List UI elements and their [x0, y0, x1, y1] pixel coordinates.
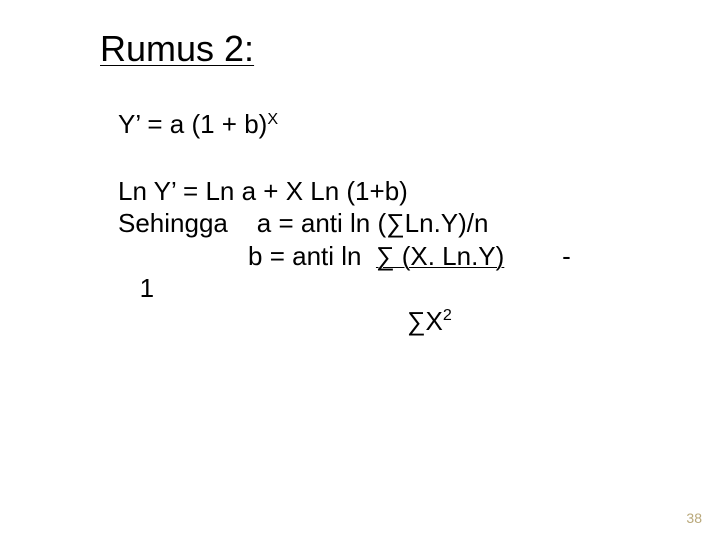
formula-line-4: b = anti ln ∑ (X. Ln.Y) -	[118, 240, 678, 273]
spacer	[118, 141, 678, 175]
formula-line-2: Ln Y’ = Ln a + X Ln (1+b)	[118, 175, 678, 208]
slide-body: Y’ = a (1 + b)X Ln Y’ = Ln a + X Ln (1+b…	[118, 108, 678, 337]
formula-line-1: Y’ = a (1 + b)X	[118, 108, 678, 141]
formula-line-1-superscript: X	[267, 110, 278, 128]
formula-line-4-underlined: ∑ (X. Ln.Y)	[376, 241, 504, 271]
formula-line-5: 1	[118, 272, 678, 305]
formula-line-6-pre: ∑X	[118, 306, 443, 336]
formula-line-3: Sehingga a = anti ln (∑Ln.Y)/n	[118, 207, 678, 240]
slide: Rumus 2: Y’ = a (1 + b)X Ln Y’ = Ln a + …	[0, 0, 720, 540]
formula-line-6: ∑X2	[118, 305, 678, 338]
formula-line-4-pre: b = anti ln	[118, 241, 376, 271]
slide-title: Rumus 2:	[100, 28, 254, 70]
page-number: 38	[686, 510, 702, 526]
formula-line-4-tail: -	[504, 241, 570, 271]
formula-line-6-superscript: 2	[443, 306, 452, 324]
formula-line-1-text: Y’ = a (1 + b)	[118, 109, 267, 139]
